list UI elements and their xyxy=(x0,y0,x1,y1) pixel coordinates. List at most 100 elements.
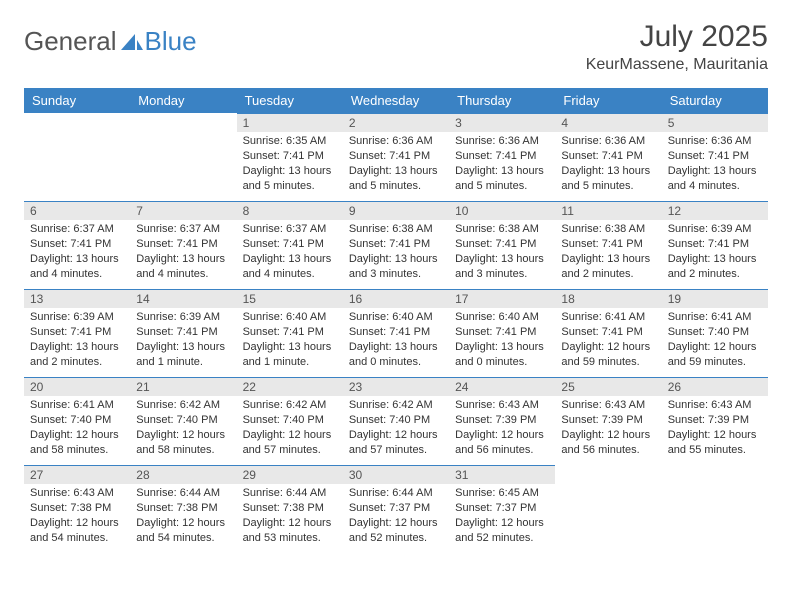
day-number: 24 xyxy=(449,377,555,396)
sunset-text: Sunset: 7:39 PM xyxy=(561,413,655,428)
daylight-text: Daylight: 13 hours and 4 minutes. xyxy=(668,164,762,194)
calendar-cell: 17Sunrise: 6:40 AMSunset: 7:41 PMDayligh… xyxy=(449,289,555,377)
day-number: 6 xyxy=(24,201,130,220)
day-number: 10 xyxy=(449,201,555,220)
sunrise-text: Sunrise: 6:41 AM xyxy=(668,310,762,325)
calendar-cell: 8Sunrise: 6:37 AMSunset: 7:41 PMDaylight… xyxy=(237,201,343,289)
calendar-cell xyxy=(130,113,236,201)
day-body: Sunrise: 6:43 AMSunset: 7:38 PMDaylight:… xyxy=(24,484,130,549)
daylight-text: Daylight: 13 hours and 1 minute. xyxy=(136,340,230,370)
weekday-header: Sunday xyxy=(24,88,130,113)
calendar-cell: 22Sunrise: 6:42 AMSunset: 7:40 PMDayligh… xyxy=(237,377,343,465)
calendar-cell: 29Sunrise: 6:44 AMSunset: 7:38 PMDayligh… xyxy=(237,465,343,553)
sunset-text: Sunset: 7:41 PM xyxy=(561,149,655,164)
day-number: 22 xyxy=(237,377,343,396)
calendar-row: 6Sunrise: 6:37 AMSunset: 7:41 PMDaylight… xyxy=(24,201,768,289)
sunrise-text: Sunrise: 6:44 AM xyxy=(243,486,337,501)
day-body: Sunrise: 6:38 AMSunset: 7:41 PMDaylight:… xyxy=(449,220,555,285)
day-body: Sunrise: 6:38 AMSunset: 7:41 PMDaylight:… xyxy=(555,220,661,285)
calendar-cell: 16Sunrise: 6:40 AMSunset: 7:41 PMDayligh… xyxy=(343,289,449,377)
calendar-cell: 4Sunrise: 6:36 AMSunset: 7:41 PMDaylight… xyxy=(555,113,661,201)
day-body: Sunrise: 6:37 AMSunset: 7:41 PMDaylight:… xyxy=(130,220,236,285)
day-number: 31 xyxy=(449,465,555,484)
sunrise-text: Sunrise: 6:38 AM xyxy=(455,222,549,237)
calendar-cell: 24Sunrise: 6:43 AMSunset: 7:39 PMDayligh… xyxy=(449,377,555,465)
daylight-text: Daylight: 12 hours and 55 minutes. xyxy=(668,428,762,458)
daylight-text: Daylight: 13 hours and 1 minute. xyxy=(243,340,337,370)
daylight-text: Daylight: 12 hours and 58 minutes. xyxy=(30,428,124,458)
sunrise-text: Sunrise: 6:38 AM xyxy=(561,222,655,237)
sunrise-text: Sunrise: 6:39 AM xyxy=(668,222,762,237)
daylight-text: Daylight: 13 hours and 5 minutes. xyxy=(349,164,443,194)
daylight-text: Daylight: 13 hours and 4 minutes. xyxy=(30,252,124,282)
calendar-cell: 6Sunrise: 6:37 AMSunset: 7:41 PMDaylight… xyxy=(24,201,130,289)
day-body: Sunrise: 6:44 AMSunset: 7:38 PMDaylight:… xyxy=(237,484,343,549)
sunset-text: Sunset: 7:41 PM xyxy=(136,237,230,252)
day-body: Sunrise: 6:42 AMSunset: 7:40 PMDaylight:… xyxy=(343,396,449,461)
daylight-text: Daylight: 13 hours and 4 minutes. xyxy=(136,252,230,282)
daylight-text: Daylight: 13 hours and 5 minutes. xyxy=(455,164,549,194)
sunrise-text: Sunrise: 6:36 AM xyxy=(561,134,655,149)
month-title: July 2025 xyxy=(586,20,768,54)
calendar-cell: 1Sunrise: 6:35 AMSunset: 7:41 PMDaylight… xyxy=(237,113,343,201)
day-body: Sunrise: 6:40 AMSunset: 7:41 PMDaylight:… xyxy=(343,308,449,373)
daylight-text: Daylight: 12 hours and 53 minutes. xyxy=(243,516,337,546)
sunset-text: Sunset: 7:39 PM xyxy=(668,413,762,428)
calendar-cell: 2Sunrise: 6:36 AMSunset: 7:41 PMDaylight… xyxy=(343,113,449,201)
sunset-text: Sunset: 7:38 PM xyxy=(136,501,230,516)
sunset-text: Sunset: 7:41 PM xyxy=(455,237,549,252)
sunrise-text: Sunrise: 6:41 AM xyxy=(30,398,124,413)
day-body: Sunrise: 6:43 AMSunset: 7:39 PMDaylight:… xyxy=(662,396,768,461)
sunset-text: Sunset: 7:38 PM xyxy=(243,501,337,516)
daylight-text: Daylight: 12 hours and 52 minutes. xyxy=(455,516,549,546)
sunrise-text: Sunrise: 6:37 AM xyxy=(30,222,124,237)
calendar-cell: 14Sunrise: 6:39 AMSunset: 7:41 PMDayligh… xyxy=(130,289,236,377)
sunset-text: Sunset: 7:41 PM xyxy=(455,325,549,340)
sunrise-text: Sunrise: 6:42 AM xyxy=(243,398,337,413)
day-body: Sunrise: 6:39 AMSunset: 7:41 PMDaylight:… xyxy=(662,220,768,285)
sunrise-text: Sunrise: 6:36 AM xyxy=(349,134,443,149)
daylight-text: Daylight: 13 hours and 0 minutes. xyxy=(455,340,549,370)
calendar-cell: 15Sunrise: 6:40 AMSunset: 7:41 PMDayligh… xyxy=(237,289,343,377)
daylight-text: Daylight: 12 hours and 57 minutes. xyxy=(243,428,337,458)
calendar-row: 13Sunrise: 6:39 AMSunset: 7:41 PMDayligh… xyxy=(24,289,768,377)
calendar-cell: 25Sunrise: 6:43 AMSunset: 7:39 PMDayligh… xyxy=(555,377,661,465)
sunset-text: Sunset: 7:41 PM xyxy=(455,149,549,164)
day-body: Sunrise: 6:43 AMSunset: 7:39 PMDaylight:… xyxy=(449,396,555,461)
weekday-header: Tuesday xyxy=(237,88,343,113)
sunrise-text: Sunrise: 6:41 AM xyxy=(561,310,655,325)
day-body: Sunrise: 6:44 AMSunset: 7:37 PMDaylight:… xyxy=(343,484,449,549)
day-body: Sunrise: 6:35 AMSunset: 7:41 PMDaylight:… xyxy=(237,132,343,197)
logo-text-1: General xyxy=(24,26,117,57)
weekday-header: Wednesday xyxy=(343,88,449,113)
sunset-text: Sunset: 7:41 PM xyxy=(349,237,443,252)
day-body: Sunrise: 6:39 AMSunset: 7:41 PMDaylight:… xyxy=(130,308,236,373)
calendar-row: 27Sunrise: 6:43 AMSunset: 7:38 PMDayligh… xyxy=(24,465,768,553)
day-number: 30 xyxy=(343,465,449,484)
day-number: 9 xyxy=(343,201,449,220)
calendar-cell: 21Sunrise: 6:42 AMSunset: 7:40 PMDayligh… xyxy=(130,377,236,465)
sunset-text: Sunset: 7:39 PM xyxy=(455,413,549,428)
day-number: 19 xyxy=(662,289,768,308)
daylight-text: Daylight: 13 hours and 4 minutes. xyxy=(243,252,337,282)
calendar-cell xyxy=(24,113,130,201)
day-body: Sunrise: 6:43 AMSunset: 7:39 PMDaylight:… xyxy=(555,396,661,461)
calendar-cell: 30Sunrise: 6:44 AMSunset: 7:37 PMDayligh… xyxy=(343,465,449,553)
day-body: Sunrise: 6:42 AMSunset: 7:40 PMDaylight:… xyxy=(130,396,236,461)
sunrise-text: Sunrise: 6:40 AM xyxy=(455,310,549,325)
calendar-cell: 9Sunrise: 6:38 AMSunset: 7:41 PMDaylight… xyxy=(343,201,449,289)
calendar-table: SundayMondayTuesdayWednesdayThursdayFrid… xyxy=(24,88,768,553)
sail-icon xyxy=(121,32,143,52)
day-body: Sunrise: 6:38 AMSunset: 7:41 PMDaylight:… xyxy=(343,220,449,285)
day-number: 3 xyxy=(449,113,555,132)
daylight-text: Daylight: 12 hours and 58 minutes. xyxy=(136,428,230,458)
calendar-row: 1Sunrise: 6:35 AMSunset: 7:41 PMDaylight… xyxy=(24,113,768,201)
daylight-text: Daylight: 13 hours and 5 minutes. xyxy=(561,164,655,194)
calendar-cell: 20Sunrise: 6:41 AMSunset: 7:40 PMDayligh… xyxy=(24,377,130,465)
calendar-cell: 26Sunrise: 6:43 AMSunset: 7:39 PMDayligh… xyxy=(662,377,768,465)
sunrise-text: Sunrise: 6:39 AM xyxy=(30,310,124,325)
day-body: Sunrise: 6:37 AMSunset: 7:41 PMDaylight:… xyxy=(237,220,343,285)
day-body: Sunrise: 6:40 AMSunset: 7:41 PMDaylight:… xyxy=(449,308,555,373)
daylight-text: Daylight: 12 hours and 59 minutes. xyxy=(561,340,655,370)
day-number: 11 xyxy=(555,201,661,220)
